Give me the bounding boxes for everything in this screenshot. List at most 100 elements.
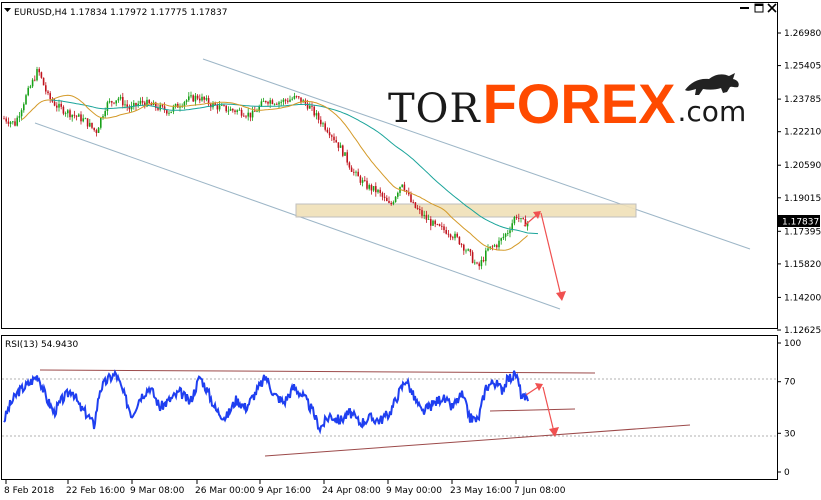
time-tick-label: 9 May 00:00	[386, 486, 442, 496]
symbol-dropdown-icon[interactable]	[4, 8, 11, 12]
candle-body	[243, 115, 245, 117]
minimize-icon[interactable]	[740, 7, 749, 9]
candle-body	[315, 113, 318, 116]
candle-body	[58, 103, 60, 108]
main-chart-frame	[1, 2, 778, 329]
candle-body	[511, 223, 513, 231]
current-price-label: 1.17837	[782, 218, 819, 228]
candle-body	[326, 129, 329, 133]
candle-body	[205, 98, 208, 100]
candle-body	[218, 105, 221, 110]
rsi-mid-trendline	[489, 408, 576, 412]
candle-body	[309, 105, 311, 109]
time-tick-label: 26 Mar 00:00	[195, 486, 255, 496]
candle-body	[520, 218, 522, 219]
candle-body	[190, 95, 192, 97]
forecast-arrows	[523, 211, 566, 301]
candle-body	[168, 112, 170, 114]
time-tick-label: 24 Apr 08:00	[322, 486, 381, 496]
close-icon[interactable]	[767, 3, 777, 13]
candle-body	[84, 118, 87, 120]
candle-body	[284, 99, 287, 101]
candle-body	[434, 220, 436, 225]
candle-body	[276, 103, 278, 105]
moving-average-fast	[21, 94, 528, 251]
candle-body	[482, 260, 485, 262]
candle-body	[207, 98, 210, 105]
candle-body	[174, 103, 177, 107]
candle-body	[348, 162, 351, 168]
time-tick-label: 22 Feb 16:00	[66, 486, 125, 496]
candle-body	[430, 219, 432, 226]
candle-body	[53, 101, 56, 106]
candle-body	[438, 224, 441, 226]
candle-body	[188, 96, 190, 101]
candle-body	[425, 214, 428, 220]
candle-body	[91, 122, 93, 128]
candle-body	[432, 220, 434, 226]
rsi-tick-label: 70	[784, 378, 796, 388]
candle-body	[496, 245, 498, 248]
candle-body	[357, 171, 359, 177]
candle-body	[368, 185, 370, 189]
candle-body	[401, 184, 403, 187]
channel-upper-line	[202, 58, 751, 250]
time-tick-label: 9 Mar 08:00	[130, 486, 185, 496]
time-tick-label: 7 Jun 08:00	[514, 486, 566, 496]
candle-body	[232, 108, 234, 111]
candle-body	[436, 224, 439, 225]
candle-body	[80, 114, 82, 122]
candle-body	[295, 95, 298, 97]
candle-body	[370, 185, 373, 191]
candle-body	[108, 101, 111, 103]
candle-body	[328, 132, 331, 136]
rsi-tick-label: 0	[784, 468, 790, 478]
candle-body	[346, 152, 348, 163]
candle-body	[507, 233, 509, 234]
candle-body	[372, 186, 375, 191]
candle-body	[335, 140, 337, 143]
candle-body	[67, 110, 69, 114]
rsi-frame	[1, 335, 778, 480]
candle-body	[366, 180, 368, 189]
candle-body	[60, 103, 62, 107]
candle-body	[148, 99, 150, 104]
candle-body	[5, 118, 7, 122]
candle-body	[386, 197, 388, 202]
candle-body	[25, 95, 27, 105]
candle-body	[306, 103, 309, 109]
candle-body	[141, 100, 144, 103]
candle-body	[320, 119, 322, 125]
candle-body	[150, 103, 153, 106]
candle-body	[423, 214, 425, 216]
candle-body	[144, 102, 146, 107]
candle-body	[460, 244, 463, 245]
candle-body	[251, 110, 254, 118]
candle-body	[324, 123, 326, 130]
candle-body	[518, 218, 520, 219]
candle-body	[463, 244, 465, 251]
candle-body	[478, 263, 480, 267]
candle-body	[192, 95, 194, 102]
candle-body	[491, 246, 494, 248]
candle-body	[509, 230, 511, 234]
candle-body	[474, 262, 476, 264]
candle-body	[214, 103, 216, 106]
logo-text-forex: FOREX	[482, 72, 676, 135]
candle-body	[394, 196, 397, 203]
time-tick-label: 9 Apr 16:00	[258, 486, 311, 496]
candle-body	[216, 105, 219, 110]
candle-body	[133, 102, 135, 106]
candle-body	[16, 117, 18, 126]
candle-body	[89, 122, 91, 127]
rsi-tick-label: 30	[784, 429, 796, 439]
candle-body	[124, 104, 126, 106]
candle-body	[196, 95, 199, 99]
candle-body	[104, 111, 106, 117]
candle-body	[339, 145, 342, 148]
candle-body	[333, 136, 335, 141]
candle-body	[317, 113, 320, 120]
candle-body	[375, 186, 377, 193]
maximize-icon[interactable]	[754, 3, 764, 13]
price-axis: 1.26980 1.25405 1.23785 1.22210 1.20590 1.190…	[777, 29, 821, 336]
